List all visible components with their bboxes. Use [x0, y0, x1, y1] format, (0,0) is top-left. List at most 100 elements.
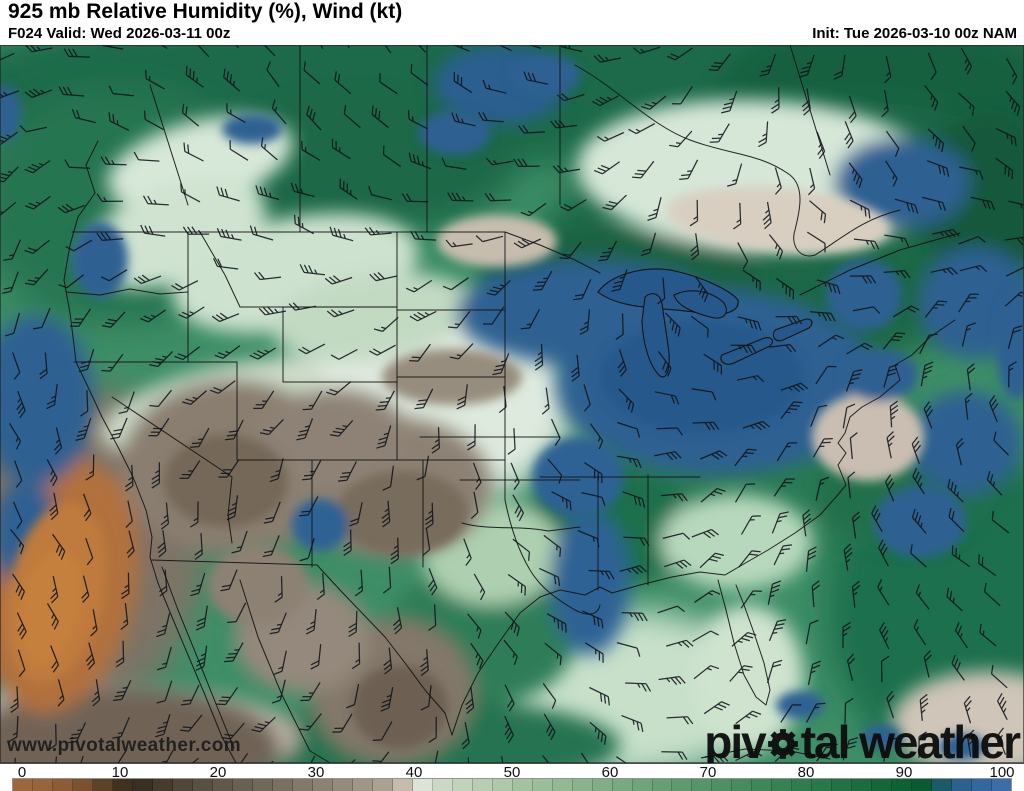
wind-barb: [647, 197, 662, 221]
wind-barb: [740, 590, 762, 609]
wind-barb: [894, 198, 919, 214]
wind-barb: [407, 110, 428, 130]
wind-barb: [372, 751, 390, 763]
wind-barb: [0, 166, 19, 183]
wind-barb: [182, 226, 210, 235]
wind-barb: [139, 309, 166, 323]
colorbar-cell: [912, 779, 933, 791]
colorbar-tick-label: 30: [307, 764, 325, 781]
wind-barb: [262, 535, 280, 558]
wind-barb: [254, 271, 282, 281]
wind-barb: [114, 749, 127, 763]
wind-barb: [970, 196, 995, 211]
wind-barb: [383, 647, 393, 675]
colorbar-tick-label: 60: [601, 764, 619, 781]
humidity-wind-map-canvas: [0, 45, 1024, 763]
wind-barb: [924, 300, 948, 318]
wind-barb: [8, 422, 22, 450]
wind-barb: [249, 225, 274, 241]
brand-watermark: piv tal weather: [704, 719, 1021, 763]
wind-barb: [618, 388, 635, 413]
wind-barb: [427, 568, 438, 596]
wind-barb: [504, 715, 514, 744]
wind-barb: [849, 275, 877, 284]
colorbar-cell: [972, 779, 993, 791]
wind-barb: [919, 333, 939, 355]
wind-barb: [143, 110, 164, 131]
wind-barb: [50, 575, 59, 604]
wind-barb: [1004, 291, 1024, 307]
wind-barb: [922, 196, 947, 212]
wind-barb: [253, 390, 275, 410]
wind-barb: [853, 238, 880, 250]
wind-barb: [689, 199, 699, 227]
wind-barb: [584, 642, 604, 663]
wind-barb: [39, 352, 48, 380]
wind-barb: [733, 202, 742, 230]
wind-barb: [593, 54, 621, 63]
wind-barb: [300, 682, 321, 702]
wind-barb: [226, 495, 239, 521]
wind-barb: [657, 277, 666, 305]
wind-barb: [961, 322, 976, 347]
wind-barb: [78, 349, 95, 373]
wind-barb: [912, 468, 925, 495]
wind-barb: [703, 353, 722, 375]
wind-barb: [51, 533, 66, 560]
wind-barb: [326, 309, 355, 318]
colorbar-cell: [92, 779, 113, 791]
wind-barb: [954, 622, 968, 649]
wind-barb: [557, 93, 585, 102]
wind-barb: [520, 309, 540, 330]
wind-barb: [666, 639, 694, 648]
colorbar-cell: [52, 779, 73, 791]
wind-barb: [842, 621, 851, 649]
wind-barb: [19, 125, 47, 133]
wind-barb: [544, 642, 562, 666]
wind-barb: [451, 112, 476, 127]
colorbar-cell: [632, 779, 653, 791]
colorbar-cell: [72, 779, 93, 791]
wind-barb: [296, 418, 314, 441]
colorbar-tick-label: 50: [503, 764, 521, 781]
wind-barb: [1007, 325, 1023, 349]
wind-barb: [298, 343, 326, 355]
wind-barb: [409, 310, 437, 322]
wind-barb: [349, 502, 363, 527]
colorbar-cell: [672, 779, 693, 791]
wind-barb: [885, 130, 900, 157]
wind-barb: [885, 474, 895, 502]
wind-barb: [570, 354, 580, 382]
wind-barb: [76, 755, 84, 763]
wind-barb: [550, 119, 578, 129]
wind-barb: [120, 603, 129, 631]
wind-barb: [951, 654, 965, 681]
wind-barb: [927, 128, 945, 153]
wind-barb: [301, 460, 322, 481]
colorbar-cell: [32, 779, 53, 791]
wind-barb: [580, 752, 594, 763]
wind-barb: [523, 71, 548, 85]
wind-barb: [1008, 200, 1024, 209]
colorbar-cell: [592, 779, 613, 791]
wind-barb: [13, 757, 16, 763]
wind-barb: [844, 697, 854, 725]
wind-barb: [133, 151, 160, 162]
wind-barb: [507, 573, 526, 596]
wind-barb: [932, 228, 960, 239]
wind-barb: [780, 401, 803, 420]
wind-barb: [271, 99, 287, 125]
wind-barb: [596, 131, 625, 142]
wind-barb: [301, 140, 321, 161]
wind-barb: [12, 573, 25, 600]
wind-barb: [805, 619, 819, 645]
wind-barb: [369, 272, 397, 282]
wind-barb: [773, 544, 793, 566]
wind-barb: [269, 458, 284, 483]
wind-barb: [877, 579, 890, 606]
wind-barb: [149, 350, 174, 368]
wind-barb: [880, 655, 890, 683]
colorbar-cell: [792, 779, 813, 791]
wind-barb: [669, 130, 693, 148]
wind-barb: [428, 716, 437, 744]
